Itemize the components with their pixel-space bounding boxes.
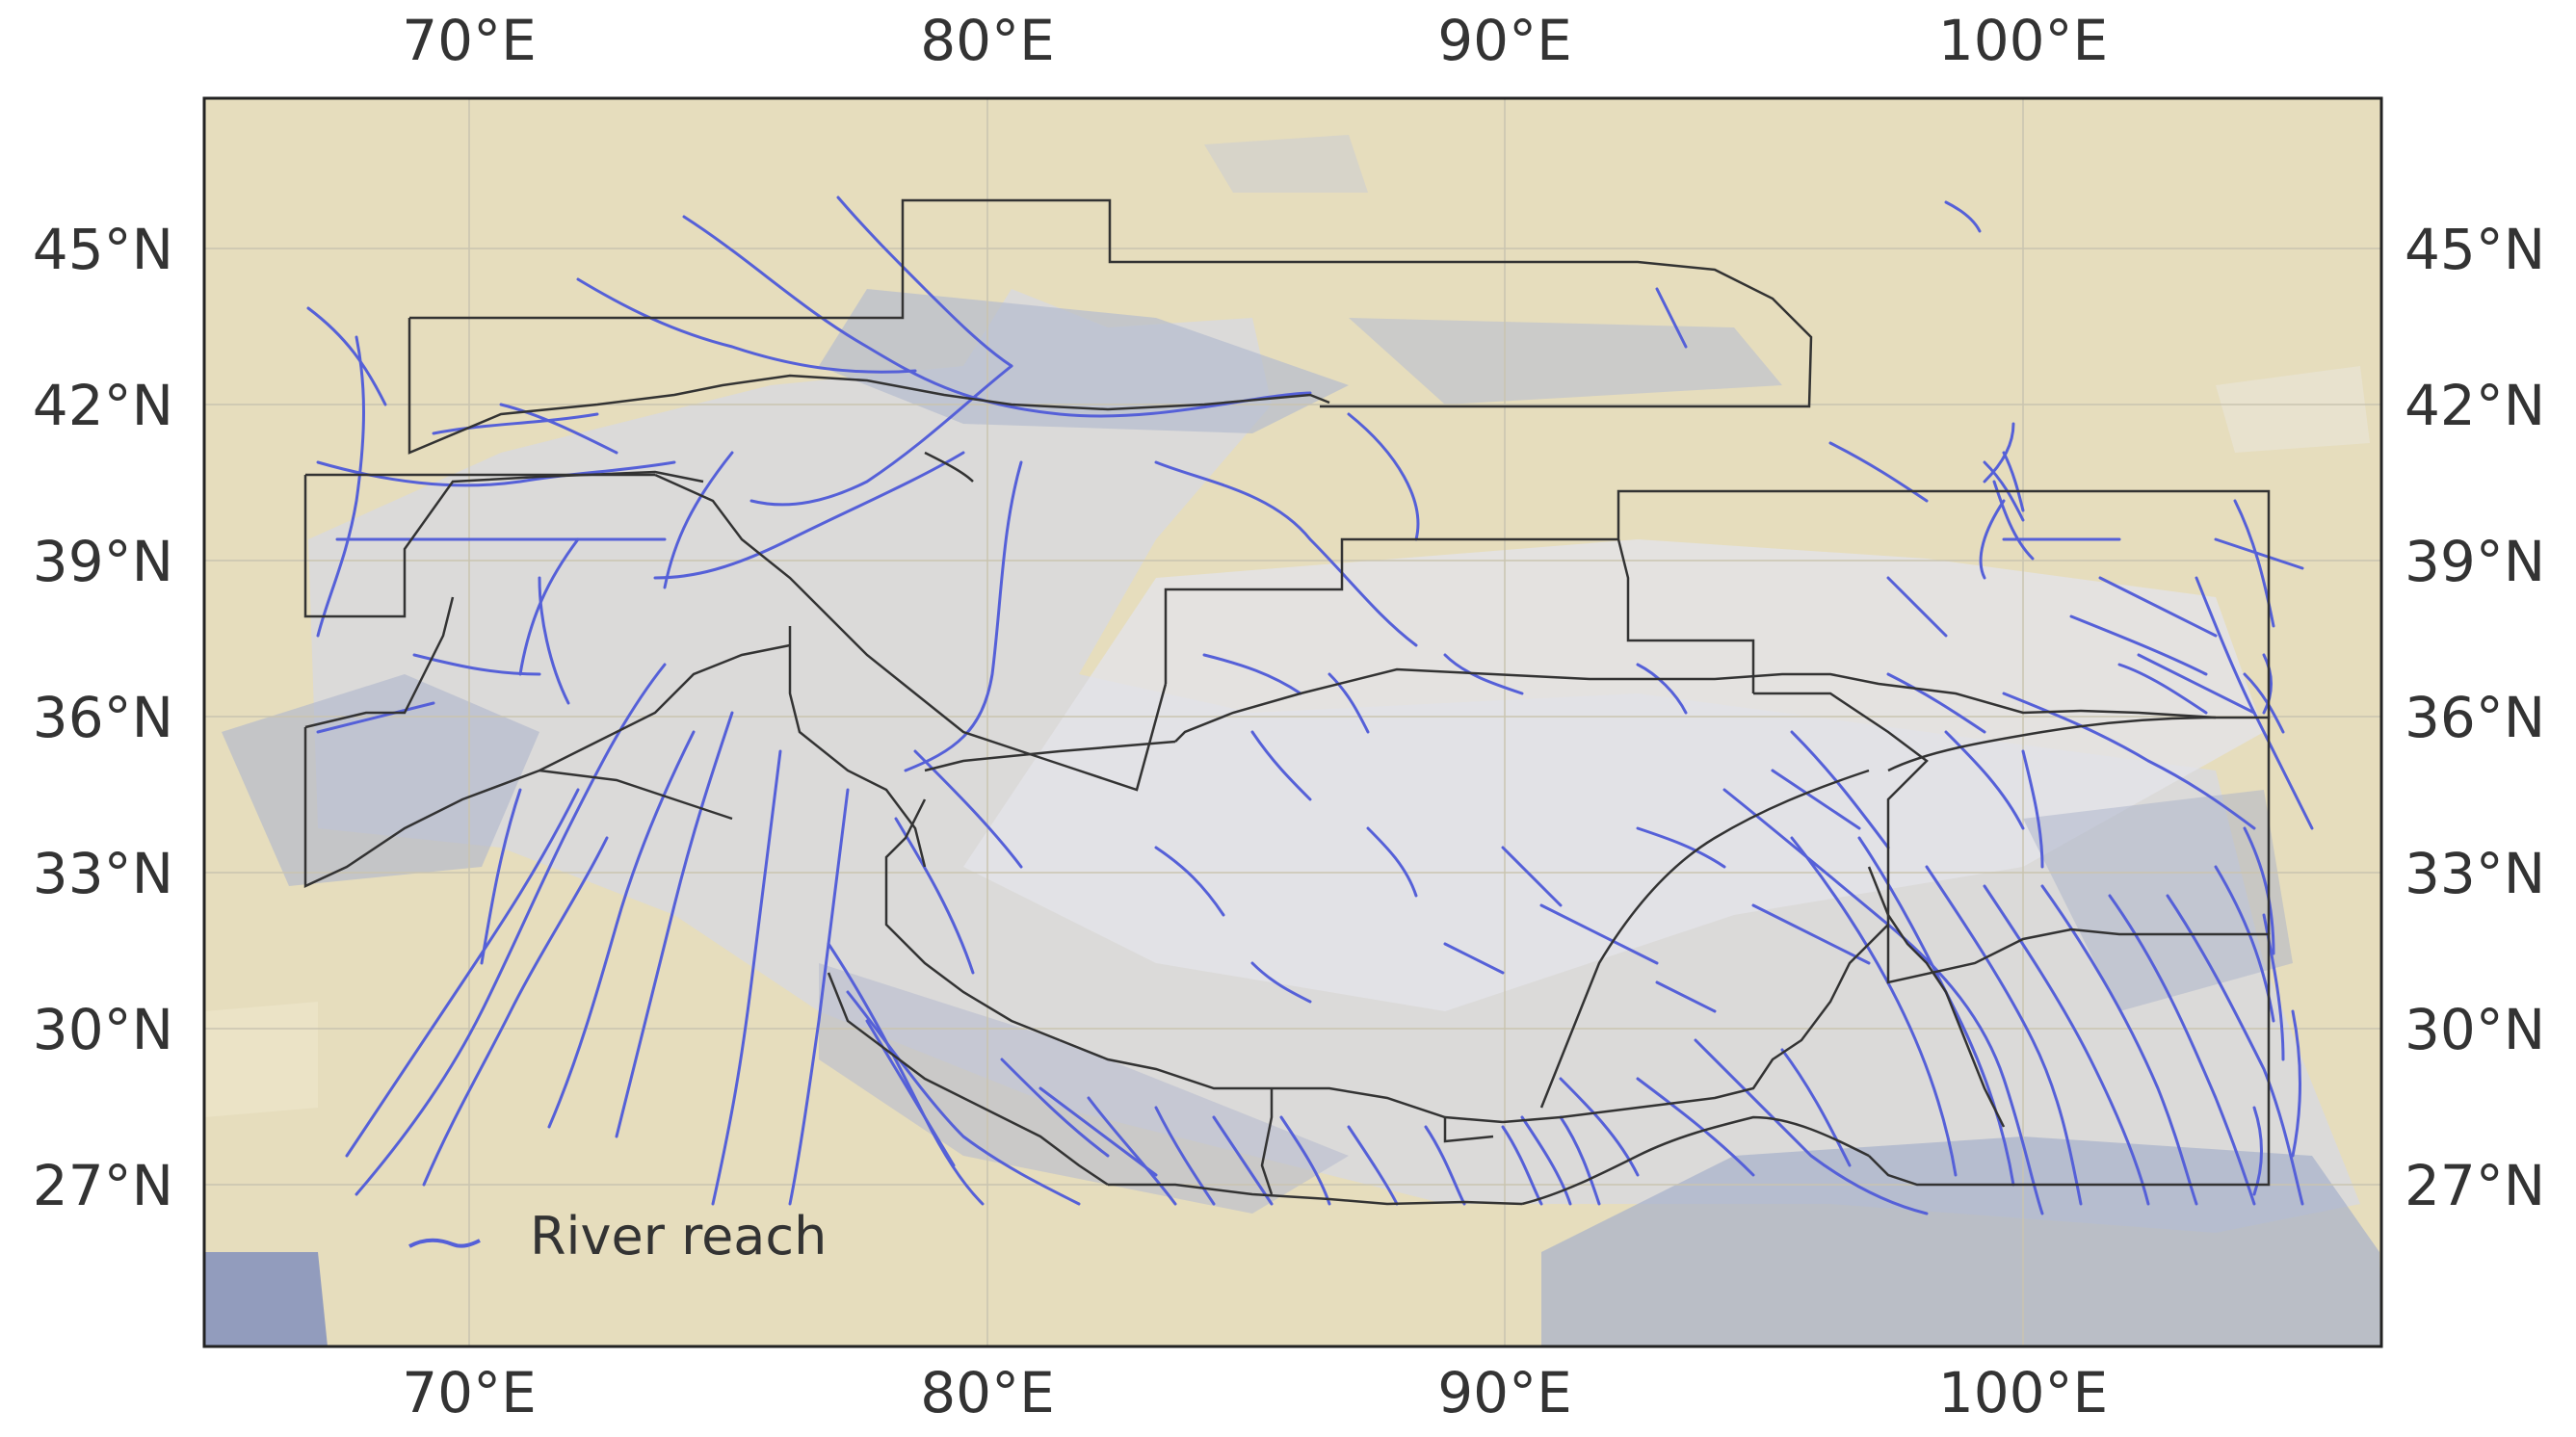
- lon-label-70-bottom: 70°E: [402, 1360, 536, 1425]
- bottom-longitude-labels: 70°E 80°E 90°E 100°E: [402, 1360, 2108, 1425]
- lon-label-70-top: 70°E: [402, 8, 536, 73]
- top-longitude-labels: 70°E 80°E 90°E 100°E: [402, 8, 2108, 73]
- legend-label: River reach: [530, 1206, 827, 1267]
- lat-label-39-right: 39°N: [2405, 529, 2545, 594]
- lat-label-36-right: 36°N: [2405, 685, 2545, 750]
- lat-label-33-right: 33°N: [2405, 841, 2545, 906]
- lon-label-80-top: 80°E: [920, 8, 1054, 73]
- lat-label-45-right: 45°N: [2405, 217, 2545, 282]
- lon-label-90-bottom: 90°E: [1437, 1360, 1571, 1425]
- lat-label-42-left: 42°N: [33, 373, 173, 438]
- lat-label-36-left: 36°N: [33, 685, 173, 750]
- lat-label-33-left: 33°N: [33, 841, 173, 906]
- left-latitude-labels: 45°N 42°N 39°N 36°N 33°N 30°N 27°N: [33, 217, 173, 1218]
- lat-label-30-left: 30°N: [33, 997, 173, 1062]
- lon-label-80-bottom: 80°E: [920, 1360, 1054, 1425]
- river-reaches: [306, 196, 2314, 1215]
- lat-label-27-right: 27°N: [2405, 1153, 2545, 1218]
- lat-label-30-right: 30°N: [2405, 997, 2545, 1062]
- lat-label-27-left: 27°N: [33, 1153, 173, 1218]
- right-latitude-labels: 45°N 42°N 39°N 36°N 33°N 30°N 27°N: [2405, 217, 2545, 1218]
- lon-label-100-top: 100°E: [1938, 8, 2108, 73]
- lat-label-39-left: 39°N: [33, 529, 173, 594]
- lat-label-45-left: 45°N: [33, 217, 173, 282]
- map-background: [204, 98, 2381, 1346]
- lon-label-100-bottom: 100°E: [1938, 1360, 2108, 1425]
- map-frame: [202, 96, 2383, 1348]
- legend: River reach: [408, 1206, 827, 1267]
- legend-river-swatch: [408, 1238, 481, 1248]
- lat-label-42-right: 42°N: [2405, 373, 2545, 438]
- lon-label-90-top: 90°E: [1437, 8, 1571, 73]
- basin-boundaries: [303, 198, 2271, 1206]
